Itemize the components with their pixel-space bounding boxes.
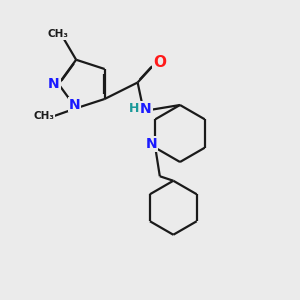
- Text: N: N: [140, 102, 152, 116]
- Text: O: O: [153, 56, 166, 70]
- Text: N: N: [69, 98, 80, 112]
- Text: N: N: [146, 137, 158, 151]
- Text: N: N: [48, 77, 60, 91]
- Text: CH₃: CH₃: [48, 29, 69, 39]
- Text: H: H: [129, 102, 139, 115]
- Text: CH₃: CH₃: [34, 111, 55, 121]
